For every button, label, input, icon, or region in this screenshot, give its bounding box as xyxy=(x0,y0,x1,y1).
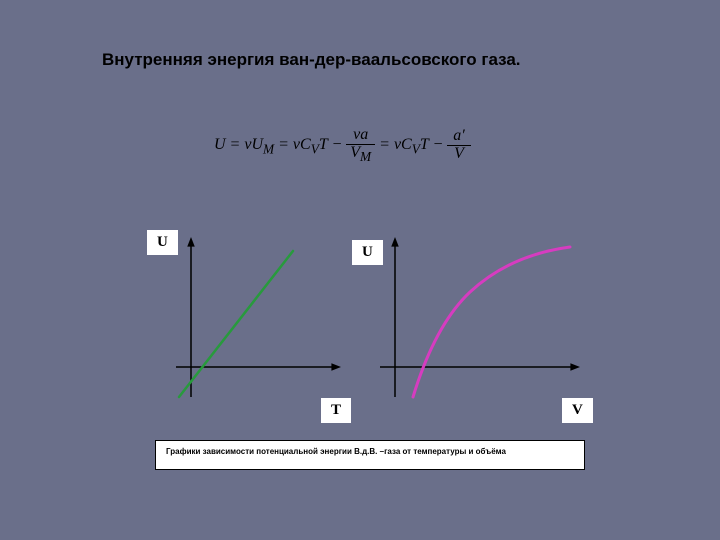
slide-title: Внутренняя энергия ван-дер-ваальсовского… xyxy=(102,50,521,70)
chart-u-vs-t xyxy=(171,237,341,402)
chart-u-vs-v xyxy=(375,237,580,402)
caption-box: Графики зависимости потенциальной энерги… xyxy=(155,440,585,470)
energy-formula: U = νUM = νCVT − νaVM = νCVT − a′V xyxy=(214,127,471,164)
slide: Внутренняя энергия ван-дер-ваальсовского… xyxy=(0,0,720,540)
